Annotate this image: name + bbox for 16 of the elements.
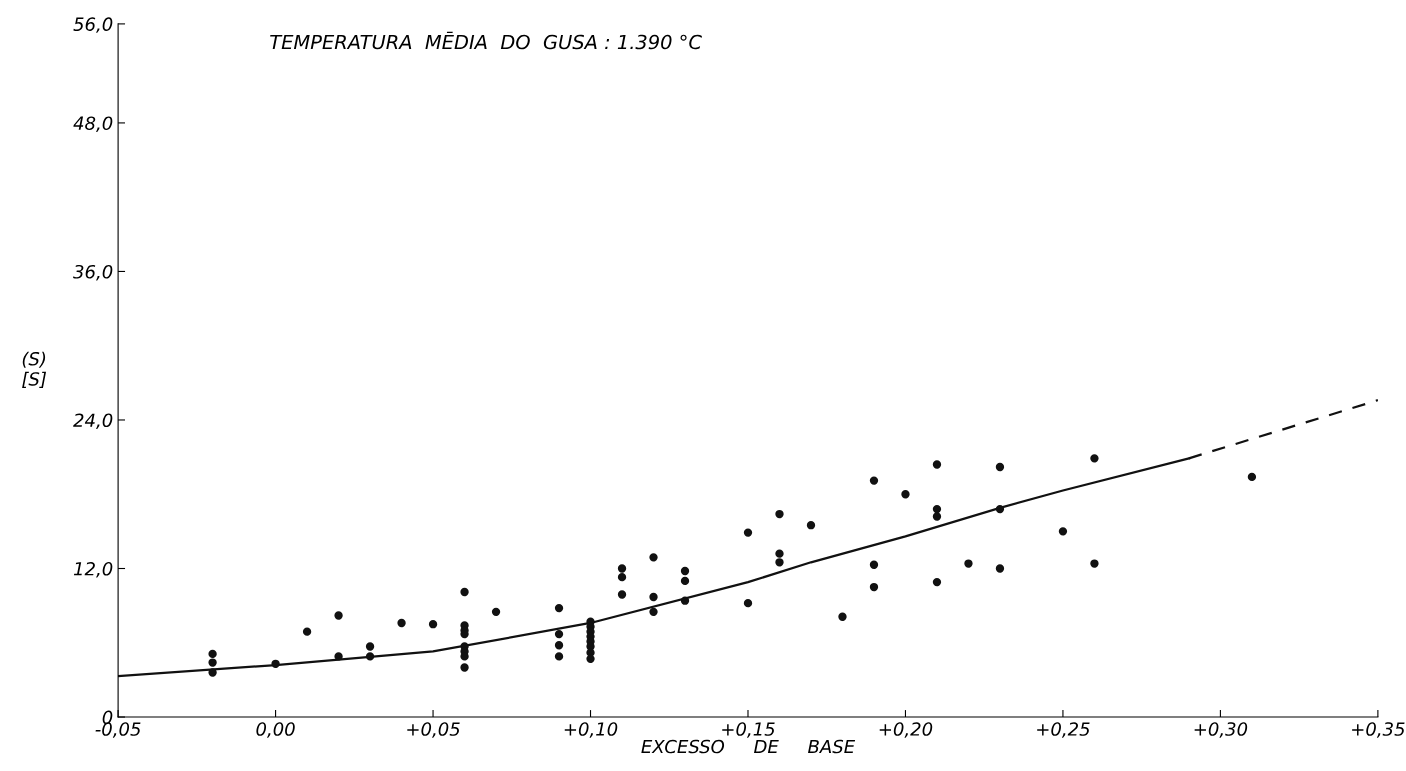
x-tick-label: +0,25 bbox=[1037, 722, 1090, 738]
x-tick-label: +0,30 bbox=[1194, 722, 1248, 738]
x-axis-title: EXCESSO DE BASE bbox=[641, 739, 856, 754]
x-tick-label: +0,35 bbox=[1352, 722, 1405, 738]
y-tick-label: 48,0 bbox=[73, 116, 113, 132]
x-tick-label: 0,00 bbox=[256, 722, 295, 738]
x-tick-label: +0,20 bbox=[879, 722, 933, 738]
chart-title: TEMPERATURA MĒDIA DO GUSA : 1.390 °C bbox=[270, 31, 702, 50]
y-tick-label: 24,0 bbox=[73, 413, 113, 429]
y-axis-title: (S) [S] bbox=[22, 351, 47, 388]
y-tick-label: 36,0 bbox=[73, 264, 113, 281]
x-tick-label: +0,15 bbox=[722, 722, 775, 738]
x-tick-label: +0,10 bbox=[564, 722, 618, 738]
y-tick-label: 56,0 bbox=[73, 17, 113, 33]
x-tick-label: +0,05 bbox=[407, 722, 460, 738]
y-tick-label: 12,0 bbox=[73, 561, 113, 578]
